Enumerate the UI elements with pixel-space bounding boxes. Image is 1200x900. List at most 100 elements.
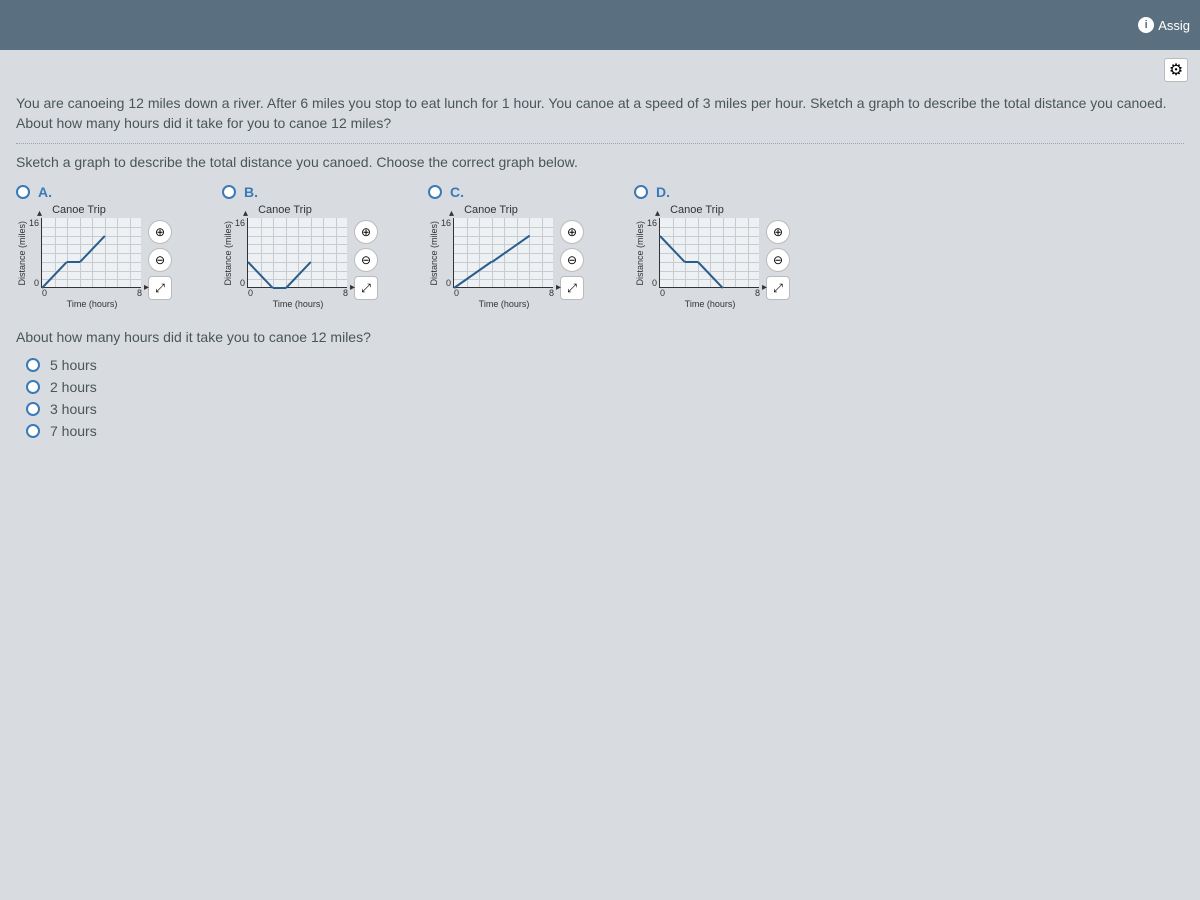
x-arrow: ▸ bbox=[350, 282, 355, 293]
answer-option[interactable]: 7 hours bbox=[26, 423, 1184, 439]
gridline-h bbox=[248, 227, 347, 228]
data-line bbox=[67, 261, 80, 263]
gridline-h bbox=[454, 279, 553, 280]
chart-wrap: Canoe TripDistance (miles)160▴▸08Time (h… bbox=[634, 204, 760, 309]
choice-header: B. bbox=[222, 184, 378, 200]
x-axis-block: 08Time (hours) bbox=[42, 288, 142, 309]
divider bbox=[16, 143, 1184, 144]
y-tick: 16 bbox=[441, 218, 451, 228]
x-axis-block: 08Time (hours) bbox=[248, 288, 348, 309]
zoom-out-icon: ⊖ bbox=[155, 253, 165, 267]
choice-radio[interactable] bbox=[222, 185, 236, 199]
choice-header: C. bbox=[428, 184, 584, 200]
assign-button[interactable]: i Assig bbox=[1138, 17, 1190, 33]
answer-radio[interactable] bbox=[26, 358, 40, 372]
data-line bbox=[685, 261, 698, 263]
popout-icon: ⤢ bbox=[361, 281, 371, 296]
y-tick: 0 bbox=[235, 278, 245, 288]
zoom-out-button[interactable]: ⊖ bbox=[354, 248, 378, 272]
popout-button[interactable]: ⤢ bbox=[560, 276, 584, 300]
gear-icon: ⚙ bbox=[1169, 60, 1183, 80]
chart-wrap: Canoe TripDistance (miles)160▴▸08Time (h… bbox=[16, 204, 142, 309]
zoom-out-icon: ⊖ bbox=[567, 253, 577, 267]
x-axis-label: Time (hours) bbox=[67, 299, 118, 309]
gridline-h bbox=[454, 244, 553, 245]
graph-choices: A.Canoe TripDistance (miles)160▴▸08Time … bbox=[16, 184, 1184, 309]
x-ticks: 08 bbox=[454, 288, 554, 298]
plot-area: ▴▸ bbox=[247, 218, 347, 288]
gridline-h bbox=[454, 236, 553, 237]
zoom-in-icon: ⊕ bbox=[773, 225, 783, 239]
y-ticks: 160 bbox=[647, 218, 659, 288]
gridline-h bbox=[660, 244, 759, 245]
x-tick: 8 bbox=[549, 288, 554, 298]
zoom-out-button[interactable]: ⊖ bbox=[560, 248, 584, 272]
chart-axes: Distance (miles)160▴▸ bbox=[17, 218, 141, 288]
answer-radio[interactable] bbox=[26, 380, 40, 394]
zoom-out-button[interactable]: ⊖ bbox=[766, 248, 790, 272]
zoom-in-button[interactable]: ⊕ bbox=[560, 220, 584, 244]
answer-radio[interactable] bbox=[26, 424, 40, 438]
graph-choice: D.Canoe TripDistance (miles)160▴▸08Time … bbox=[634, 184, 790, 309]
x-axis-label: Time (hours) bbox=[685, 299, 736, 309]
zoom-in-button[interactable]: ⊕ bbox=[766, 220, 790, 244]
chart-axes: Distance (miles)160▴▸ bbox=[635, 218, 759, 288]
x-tick: 8 bbox=[755, 288, 760, 298]
chart-tools: ⊕ ⊖ ⤢ bbox=[148, 204, 172, 309]
answer-radio[interactable] bbox=[26, 402, 40, 416]
data-line bbox=[453, 261, 492, 289]
x-tick: 8 bbox=[343, 288, 348, 298]
x-tick: 8 bbox=[137, 288, 142, 298]
problem-text: You are canoeing 12 miles down a river. … bbox=[16, 94, 1184, 133]
choice-radio[interactable] bbox=[16, 185, 30, 199]
plot-area: ▴▸ bbox=[453, 218, 553, 288]
y-ticks: 160 bbox=[29, 218, 41, 288]
popout-button[interactable]: ⤢ bbox=[766, 276, 790, 300]
gridline-h bbox=[42, 236, 141, 237]
x-arrow: ▸ bbox=[762, 282, 767, 293]
choice-radio[interactable] bbox=[634, 185, 648, 199]
choice-radio[interactable] bbox=[428, 185, 442, 199]
chart-wrap: Canoe TripDistance (miles)160▴▸08Time (h… bbox=[222, 204, 348, 309]
y-axis-label: Distance (miles) bbox=[17, 221, 27, 286]
y-arrow: ▴ bbox=[243, 208, 248, 219]
zoom-out-icon: ⊖ bbox=[361, 253, 371, 267]
chart-axes: Distance (miles)160▴▸ bbox=[223, 218, 347, 288]
gridline-h bbox=[248, 262, 347, 263]
answer-option[interactable]: 5 hours bbox=[26, 357, 1184, 373]
x-axis-label: Time (hours) bbox=[479, 299, 530, 309]
zoom-out-button[interactable]: ⊖ bbox=[148, 248, 172, 272]
assign-label: Assig bbox=[1158, 18, 1190, 33]
chart-tools: ⊕ ⊖ ⤢ bbox=[354, 204, 378, 309]
answer-option[interactable]: 2 hours bbox=[26, 379, 1184, 395]
content-area: You are canoeing 12 miles down a river. … bbox=[0, 90, 1200, 455]
gridline-h bbox=[660, 279, 759, 280]
chart-axes: Distance (miles)16 0▴▸ bbox=[429, 218, 553, 288]
gridline-h bbox=[248, 244, 347, 245]
popout-icon: ⤢ bbox=[567, 281, 577, 296]
y-axis-label: Distance (miles) bbox=[429, 221, 439, 286]
zoom-in-button[interactable]: ⊕ bbox=[148, 220, 172, 244]
graph-choice: B.Canoe TripDistance (miles)160▴▸08Time … bbox=[222, 184, 378, 309]
popout-button[interactable]: ⤢ bbox=[148, 276, 172, 300]
x-arrow: ▸ bbox=[556, 282, 561, 293]
toolbar-row: ⚙ bbox=[0, 50, 1200, 90]
x-ticks: 08 bbox=[248, 288, 348, 298]
answer-option[interactable]: 3 hours bbox=[26, 401, 1184, 417]
zoom-in-icon: ⊕ bbox=[155, 225, 165, 239]
graph-choice: C.Canoe TripDistance (miles)160▴▸08Time … bbox=[428, 184, 584, 309]
zoom-in-button[interactable]: ⊕ bbox=[354, 220, 378, 244]
chart-block: Canoe TripDistance (miles)160▴▸08Time (h… bbox=[634, 204, 790, 309]
y-tick: 16 bbox=[647, 218, 657, 228]
x-tick: 0 bbox=[248, 288, 253, 298]
y-axis-label: Distance (miles) bbox=[635, 221, 645, 286]
y-tick: 0 bbox=[441, 278, 451, 288]
settings-button[interactable]: ⚙ bbox=[1164, 58, 1188, 82]
gridline-h bbox=[42, 262, 141, 263]
gridline-h bbox=[454, 262, 553, 263]
popout-button[interactable]: ⤢ bbox=[354, 276, 378, 300]
gridline-h bbox=[660, 227, 759, 228]
info-icon: i bbox=[1138, 17, 1154, 33]
y-arrow: ▴ bbox=[37, 208, 42, 219]
y-axis-label: Distance (miles) bbox=[223, 221, 233, 286]
